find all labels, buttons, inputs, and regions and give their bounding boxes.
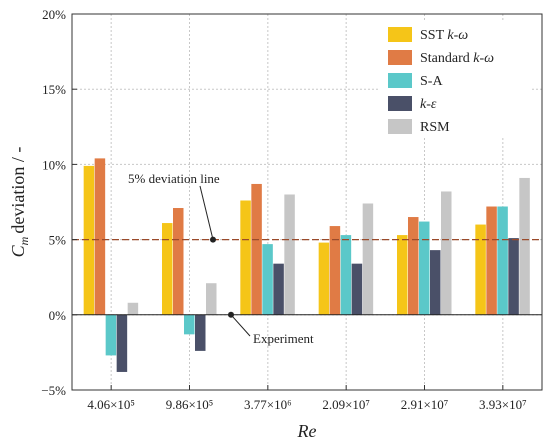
legend-label: RSM [420, 120, 450, 135]
y-tick-label: 10% [42, 157, 66, 172]
deviation-annotation: 5% deviation line [128, 171, 220, 186]
reference-lines: 5% deviation line Experiment [72, 171, 542, 346]
x-tick-label: 3.77×10⁶ [244, 397, 292, 412]
bar [83, 165, 95, 315]
bar [318, 242, 330, 315]
bar [340, 235, 352, 315]
legend-label: Standard k-ω [420, 51, 494, 66]
legend: SST k-ω Standard k-ω S-A k-ε RSM [380, 20, 532, 138]
bar [162, 223, 173, 315]
bar [206, 283, 217, 315]
bar [127, 302, 139, 315]
y-tick-label: 0% [49, 308, 67, 323]
bar [497, 206, 508, 315]
legend-swatch [388, 96, 412, 111]
experiment-annotation: Experiment [253, 331, 314, 346]
bar [408, 217, 419, 315]
legend-swatch [388, 50, 412, 65]
bar [262, 244, 273, 315]
y-axis-subscript: m [17, 236, 31, 245]
y-tick-label: −5% [41, 383, 66, 398]
bar [105, 314, 117, 356]
bar [430, 250, 441, 315]
legend-label: k-ε [420, 97, 437, 112]
x-tick-label: 3.93×10⁷ [479, 397, 527, 412]
bar [116, 314, 128, 372]
legend-swatch [388, 119, 412, 134]
bar [173, 208, 184, 315]
bar [519, 177, 530, 315]
plot-frame [71, 13, 543, 391]
y-tick-label: 20% [42, 7, 66, 22]
bar [419, 221, 430, 315]
bar [508, 238, 519, 315]
bar [251, 183, 262, 315]
bar [284, 194, 295, 315]
bars [83, 158, 530, 372]
legend-swatch [388, 27, 412, 42]
legend-label: SST k-ω [420, 28, 468, 43]
y-tick-label: 15% [42, 82, 66, 97]
bar [397, 235, 408, 315]
bar [486, 206, 497, 315]
x-tick-label: 2.09×10⁷ [322, 397, 370, 412]
y-axis-label: Cm deviation / - [8, 147, 31, 258]
axis-ticks: −5% 0% 5% 10% 15% 20% 4.06×10⁵ 9.86×10⁵ 3.77×10⁶… [41, 7, 526, 412]
bar [351, 263, 363, 315]
experiment-leader [230, 314, 251, 337]
y-tick-label: 5% [49, 233, 67, 248]
deviation-leader [199, 185, 214, 240]
bar [184, 314, 195, 335]
y-axis-rest: deviation / - [8, 147, 28, 234]
x-tick-label: 2.91×10⁷ [401, 397, 449, 412]
bar [329, 226, 341, 315]
bar [475, 224, 486, 315]
x-tick-label: 9.86×10⁵ [166, 397, 214, 412]
bar [273, 263, 284, 315]
x-tick-label: 4.06×10⁵ [87, 397, 135, 412]
legend-swatch [388, 73, 412, 88]
bar [240, 200, 251, 315]
x-axis-label: Re [297, 421, 317, 441]
bar [362, 203, 374, 315]
bar [94, 158, 106, 315]
bar [195, 314, 206, 351]
legend-label: S-A [420, 74, 443, 89]
y-axis-symbol: C [8, 244, 28, 257]
bar [441, 191, 452, 315]
